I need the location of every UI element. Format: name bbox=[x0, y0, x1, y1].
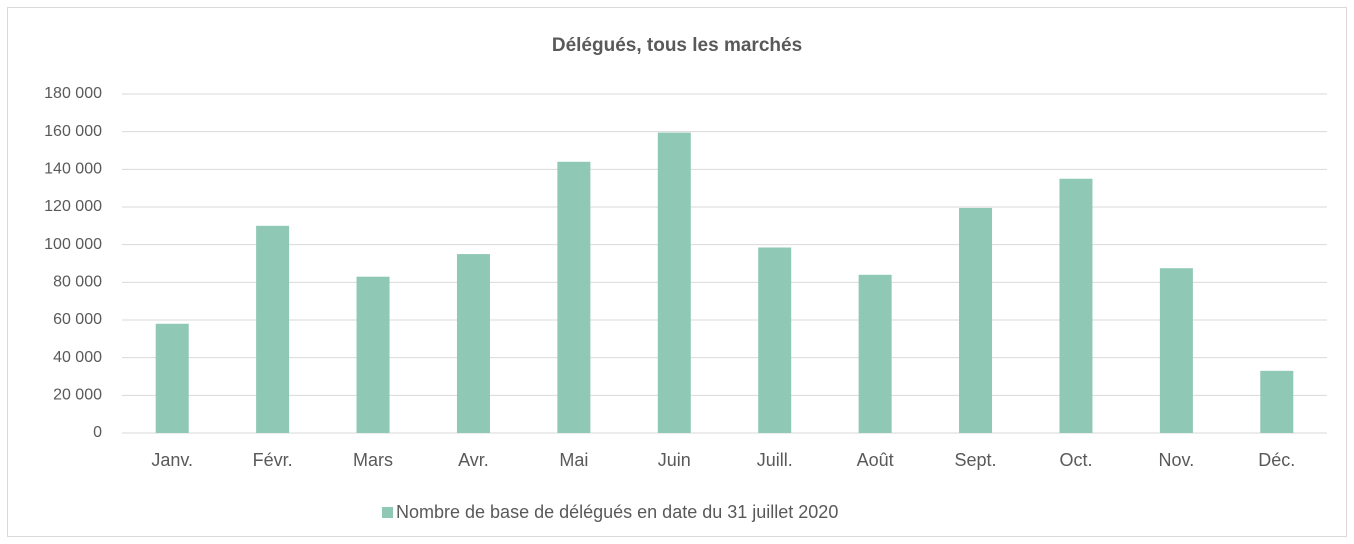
x-tick-label: Juill. bbox=[757, 450, 793, 470]
y-tick-label: 160 000 bbox=[44, 123, 102, 140]
bar bbox=[356, 276, 390, 433]
x-tick-label: Mai bbox=[559, 450, 588, 470]
bar bbox=[657, 132, 691, 433]
y-tick-label: 120 000 bbox=[44, 198, 102, 215]
bar bbox=[456, 254, 490, 433]
legend-label: Nombre de base de délégués en date du 31… bbox=[396, 502, 838, 522]
bar bbox=[858, 274, 892, 433]
x-tick-label: Oct. bbox=[1059, 450, 1092, 470]
x-tick-label: Août bbox=[857, 450, 894, 470]
bar bbox=[1059, 178, 1093, 433]
y-tick-label: 140 000 bbox=[44, 161, 102, 178]
bar bbox=[758, 247, 792, 433]
bar bbox=[256, 225, 290, 433]
y-tick-label: 100 000 bbox=[44, 236, 102, 253]
legend-swatch bbox=[382, 507, 393, 518]
bar bbox=[1260, 370, 1294, 433]
x-tick-label: Févr. bbox=[253, 450, 293, 470]
x-tick-label: Janv. bbox=[151, 450, 193, 470]
x-tick-label: Déc. bbox=[1258, 450, 1295, 470]
bar bbox=[155, 323, 189, 433]
y-tick-label: 180 000 bbox=[44, 85, 102, 102]
y-tick-label: 20 000 bbox=[53, 387, 102, 404]
y-tick-label: 40 000 bbox=[53, 349, 102, 366]
bar bbox=[1159, 268, 1193, 433]
x-tick-label: Mars bbox=[353, 450, 393, 470]
bar bbox=[557, 161, 591, 434]
x-tick-label: Juin bbox=[658, 450, 691, 470]
y-tick-label: 80 000 bbox=[53, 274, 102, 291]
y-tick-label: 60 000 bbox=[53, 311, 102, 328]
chart-title: Délégués, tous les marchés bbox=[552, 35, 802, 56]
x-tick-label: Nov. bbox=[1159, 450, 1195, 470]
y-tick-label: 0 bbox=[93, 424, 102, 441]
x-tick-label: Avr. bbox=[458, 450, 489, 470]
bar bbox=[959, 207, 993, 433]
x-tick-label: Sept. bbox=[955, 450, 997, 470]
